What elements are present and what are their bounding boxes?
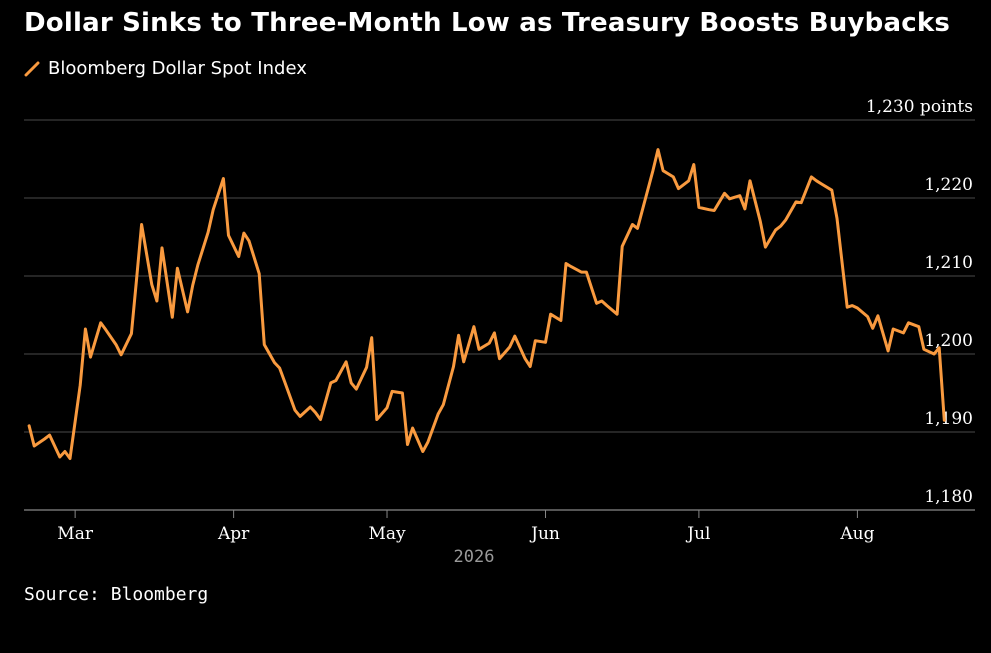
y-tick-label: 1,200 [924, 331, 973, 351]
x-tick-label: Jun [529, 524, 560, 544]
source-note: Source: Bloomberg [24, 584, 209, 605]
legend: Bloomberg Dollar Spot Index [24, 58, 307, 79]
x-tick-label: May [368, 524, 406, 544]
series-line-dollar-index [27, 148, 946, 460]
y-tick-label: 1,180 [924, 487, 973, 507]
chart-title: Dollar Sinks to Three-Month Low as Treas… [24, 8, 951, 38]
x-tick-label: Aug [839, 524, 874, 544]
x-tick-label: Jul [685, 524, 710, 544]
x-tick-label: Mar [57, 524, 94, 544]
legend-label: Bloomberg Dollar Spot Index [48, 58, 307, 79]
y-tick-label: 1,210 [924, 253, 973, 273]
y-tick-label: 1,190 [924, 409, 973, 429]
x-axis-year-label: 2026 [454, 547, 495, 567]
y-tick-label: 1,220 [924, 175, 973, 195]
x-tick-label: Apr [217, 524, 250, 544]
legend-line-icon [24, 61, 40, 76]
y-tick-label: 1,230 points [866, 97, 973, 117]
